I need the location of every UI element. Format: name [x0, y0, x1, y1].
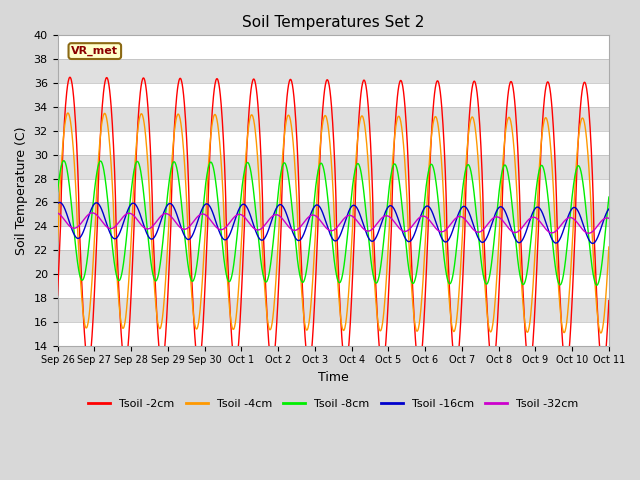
Text: VR_met: VR_met	[71, 46, 118, 56]
Bar	[58, 107, 609, 131]
Bar	[58, 59, 609, 83]
Bar	[58, 179, 609, 203]
Bar	[58, 83, 609, 107]
Bar	[58, 155, 609, 179]
Bar	[58, 322, 609, 346]
Bar	[58, 203, 609, 226]
Bar	[58, 36, 609, 59]
Bar	[58, 274, 609, 298]
Legend: Tsoil -2cm, Tsoil -4cm, Tsoil -8cm, Tsoil -16cm, Tsoil -32cm: Tsoil -2cm, Tsoil -4cm, Tsoil -8cm, Tsoi…	[84, 395, 582, 413]
Bar	[58, 131, 609, 155]
Bar	[58, 298, 609, 322]
Bar	[58, 226, 609, 250]
X-axis label: Time: Time	[318, 371, 349, 384]
Title: Soil Temperatures Set 2: Soil Temperatures Set 2	[242, 15, 424, 30]
Y-axis label: Soil Temperature (C): Soil Temperature (C)	[15, 126, 28, 255]
Bar	[58, 250, 609, 274]
